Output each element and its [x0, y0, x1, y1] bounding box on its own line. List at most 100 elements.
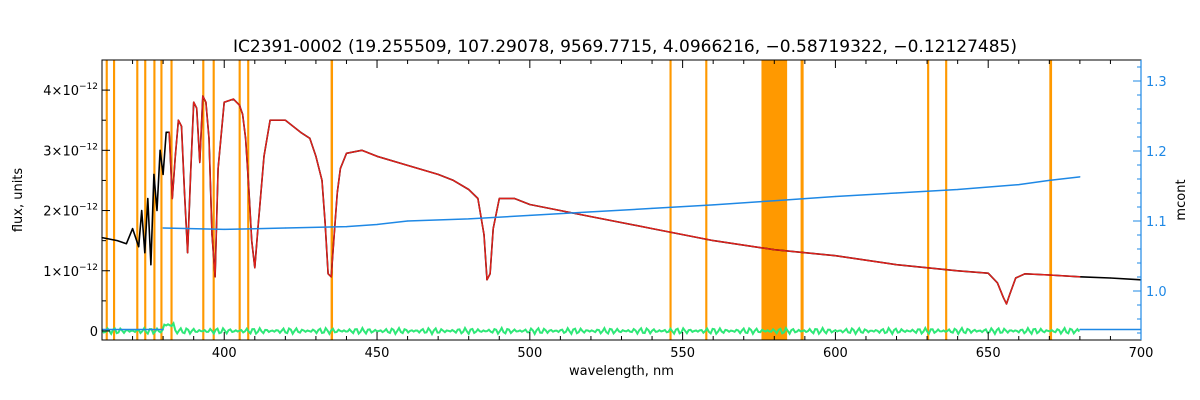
y-tick-label-1: 1×10−12	[43, 263, 98, 280]
series-layer	[101, 95, 1142, 337]
point-model-22	[248, 185, 250, 188]
point-model-35	[330, 276, 332, 278]
point-observed-9	[153, 173, 155, 176]
point-model-27	[269, 119, 271, 121]
point-mcont-2	[284, 227, 286, 229]
point-mcont-5	[406, 220, 409, 222]
point-model-66	[1015, 277, 1017, 279]
point-mcont-7	[529, 214, 531, 216]
mask-band-8	[212, 60, 215, 340]
point-mcont-10	[712, 204, 714, 206]
point-model-10	[199, 161, 201, 163]
plot-frame	[101, 59, 1142, 341]
mask-band-1	[113, 60, 116, 340]
y-tick-label-4: 4×10−12	[43, 82, 98, 99]
point-model-45	[468, 188, 470, 191]
point-model-18	[232, 98, 235, 100]
point-model-30	[309, 137, 311, 139]
y-axis-right-label: mcont	[1174, 179, 1189, 220]
point-model-40	[361, 149, 363, 151]
x-tick-label-600: 600	[823, 346, 848, 361]
mask-band-5	[160, 60, 163, 340]
point-model-32	[321, 179, 323, 182]
point-model-58	[834, 255, 837, 257]
point-model-61	[987, 272, 989, 274]
y-axis-left: 0 1×10−12 2×10−12 3×10−12 4×10−12	[43, 82, 110, 340]
point-observed-84	[1109, 277, 1112, 279]
mask-band-11	[330, 60, 334, 340]
mask-band-4	[153, 60, 156, 340]
point-model-15	[214, 276, 216, 278]
point-model-6	[186, 252, 189, 254]
point-model-64	[1005, 303, 1008, 305]
point-model-55	[651, 228, 653, 230]
series-residual	[101, 321, 1081, 337]
point-model-14	[211, 234, 213, 236]
point-model-52	[513, 197, 516, 200]
y-axis-right: 1.0 1.1 1.2 1.3	[1133, 60, 1167, 340]
point-observed-7	[147, 197, 149, 200]
y-tick-label-2: 2×10−12	[43, 203, 98, 220]
x-tick-label-500: 500	[517, 346, 542, 361]
point-model-65	[1008, 294, 1011, 296]
point-model-37	[336, 191, 338, 194]
point-model-26	[263, 155, 265, 157]
point-model-28	[284, 119, 286, 121]
mask-band-15	[800, 60, 804, 340]
point-model-8	[193, 101, 195, 103]
point-model-48	[486, 279, 488, 281]
point-model-20	[241, 113, 244, 115]
point-mcont-12	[834, 195, 837, 198]
point-model-59	[895, 264, 898, 266]
point-model-56	[712, 240, 714, 242]
point-observed-12	[162, 173, 164, 176]
y-axis-label: flux, units	[11, 168, 26, 233]
point-model-21	[245, 137, 247, 139]
point-mcont-0	[162, 227, 164, 229]
point-observed-10	[156, 209, 158, 212]
mask-band-12	[669, 60, 672, 340]
point-model-11	[202, 95, 204, 97]
x-axis: 400 450 500 550 600 650 700	[132, 60, 1153, 361]
point-mcont-11	[773, 200, 775, 202]
point-mcont-tail-0	[1079, 328, 1081, 331]
point-model-9	[196, 107, 198, 109]
point-model-42	[406, 164, 409, 166]
point-model-47	[483, 234, 485, 236]
point-mcont-left-1	[162, 328, 164, 331]
mask-band-18	[1049, 60, 1053, 340]
point-observed-2	[125, 243, 128, 245]
point-model-2	[174, 155, 176, 157]
point-observed-3	[131, 228, 134, 230]
point-model-1	[171, 197, 173, 200]
series-model	[168, 95, 1080, 305]
point-model-31	[315, 155, 317, 157]
point-mcont-4	[376, 223, 378, 226]
mask-band-2	[136, 60, 139, 340]
series-mcont	[163, 176, 1080, 231]
point-model-63	[1002, 297, 1005, 299]
mask-band-17	[945, 60, 948, 340]
y-right-tick-label-1: 1.1	[1146, 215, 1167, 230]
x-tick-label-650: 650	[976, 346, 1001, 361]
y-tick-label-0: 0	[90, 325, 98, 340]
point-model-4	[180, 125, 183, 127]
point-model-57	[773, 249, 775, 251]
point-model-53	[529, 203, 531, 206]
point-model-39	[345, 152, 348, 154]
mask-band-13	[705, 60, 708, 340]
point-mcont-8	[590, 211, 592, 213]
point-model-54	[590, 215, 592, 218]
mask-band-3	[144, 60, 147, 340]
point-model-62	[996, 282, 998, 284]
point-model-19	[238, 104, 241, 106]
point-mcont-3	[345, 226, 348, 228]
mask-band-6	[170, 60, 173, 340]
point-model-0	[168, 131, 170, 133]
x-tick-label-400: 400	[212, 346, 237, 361]
point-mcont-17	[1079, 176, 1081, 178]
point-observed-4	[138, 246, 140, 248]
mask-band-16	[927, 60, 930, 340]
point-model-60	[957, 270, 959, 272]
